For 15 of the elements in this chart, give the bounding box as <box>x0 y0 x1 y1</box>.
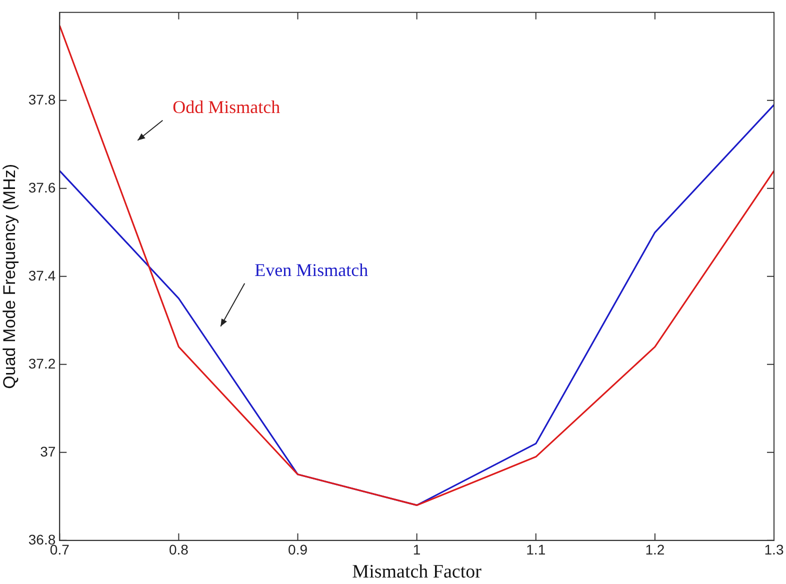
y-tick-label: 37.2 <box>28 355 56 372</box>
x-tick-label: 1 <box>412 542 421 558</box>
y-axis-title: Quad Mode Frequency (MHz) <box>0 164 19 389</box>
text: Even Mismatch <box>254 260 368 280</box>
y-tick-label: 37.4 <box>28 267 56 284</box>
x-tick-label: 1.2 <box>645 542 665 558</box>
x-tick-label: 0.8 <box>168 542 189 558</box>
text: Odd Mismatch <box>172 97 280 118</box>
x-axis-title: Mismatch Factor <box>352 562 482 583</box>
x-tick-label: 0.9 <box>288 542 308 558</box>
x-tick-label: 1.1 <box>526 542 546 558</box>
y-tick-label: 37.8 <box>28 91 56 108</box>
y-tick-label: 37.6 <box>28 179 56 196</box>
y-tick-label: 37 <box>40 443 56 460</box>
x-tick-label: 1.3 <box>764 542 784 558</box>
